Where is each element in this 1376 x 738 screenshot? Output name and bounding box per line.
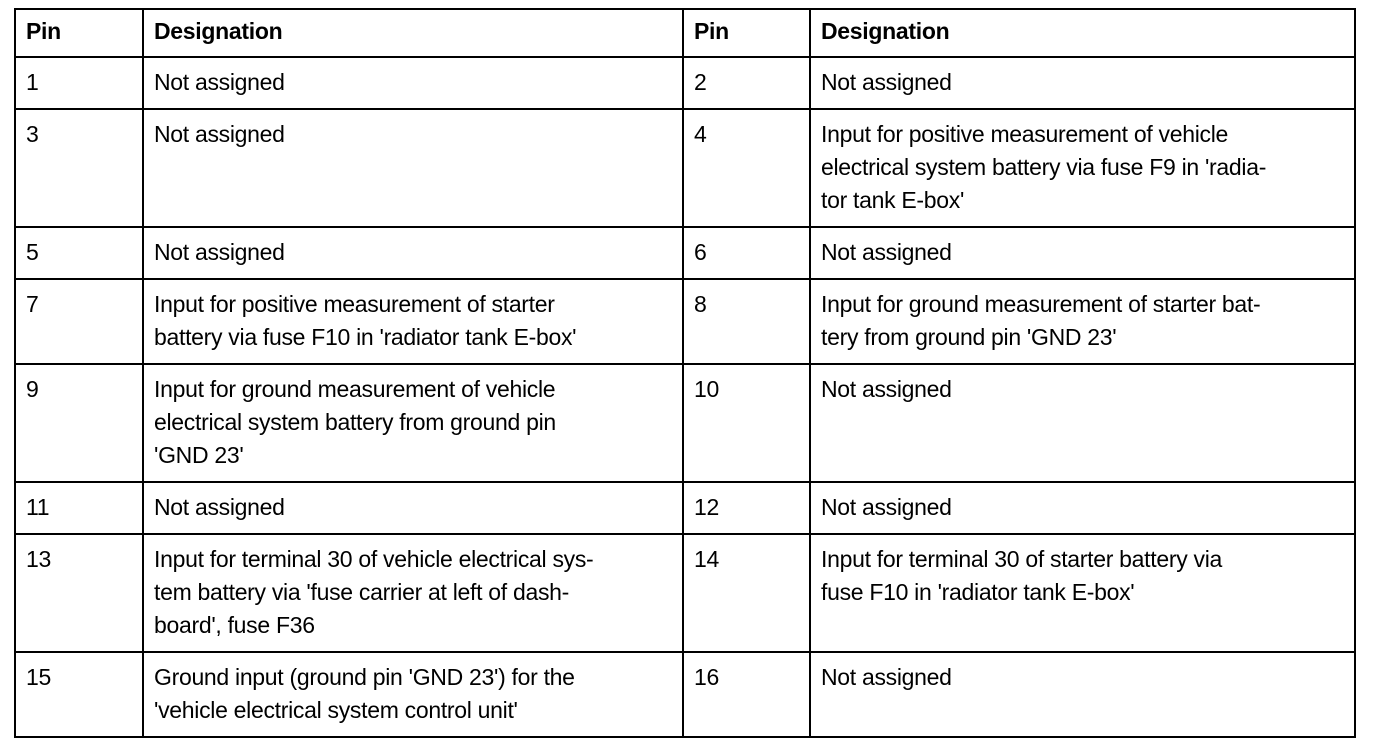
table-row: 5 Not assigned 6 Not assigned	[14, 226, 1356, 280]
designation-cell: Input for ground measurement of starter …	[809, 278, 1356, 365]
pin-cell: 14	[682, 533, 811, 653]
pin-cell: 5	[14, 226, 144, 280]
designation-cell: Input for ground measurement of vehicle …	[142, 363, 684, 483]
designation-cell: Not assigned	[809, 481, 1356, 535]
designation-cell: Input for positive measurement of vehicl…	[809, 108, 1356, 228]
pin-cell: 13	[14, 533, 144, 653]
pin-cell: 10	[682, 363, 811, 483]
header-designation: Designation	[142, 8, 684, 58]
designation-cell: Not assigned	[142, 481, 684, 535]
pin-cell: 11	[14, 481, 144, 535]
table-row: 7 Input for positive measurement of start…	[14, 278, 1356, 365]
pin-cell: 4	[682, 108, 811, 228]
designation-cell: Not assigned	[809, 651, 1356, 738]
table-row: 9 Input for ground measurement of vehicle…	[14, 363, 1356, 483]
designation-cell: Input for positive measurement of starte…	[142, 278, 684, 365]
pin-cell: 3	[14, 108, 144, 228]
table-row: 1 Not assigned 2 Not assigned	[14, 56, 1356, 110]
designation-cell: Not assigned	[809, 363, 1356, 483]
designation-cell: Not assigned	[142, 56, 684, 110]
pin-cell: 9	[14, 363, 144, 483]
header-row: Pin Designation Pin Designation	[14, 8, 1356, 58]
header-pin: Pin	[14, 8, 144, 58]
pin-assignment-table: Pin Designation Pin Designation 1 Not ass…	[14, 8, 1356, 738]
pin-cell: 2	[682, 56, 811, 110]
table-row: 11 Not assigned 12 Not assigned	[14, 481, 1356, 535]
designation-cell: Input for terminal 30 of vehicle electri…	[142, 533, 684, 653]
pin-cell: 6	[682, 226, 811, 280]
designation-cell: Ground input (ground pin 'GND 23') for t…	[142, 651, 684, 738]
header-pin: Pin	[682, 8, 811, 58]
table-row: 3 Not assigned 4 Input for positive measure…	[14, 108, 1356, 228]
pin-cell: 15	[14, 651, 144, 738]
pin-cell: 12	[682, 481, 811, 535]
designation-cell: Not assigned	[142, 226, 684, 280]
pin-cell: 7	[14, 278, 144, 365]
pin-cell: 16	[682, 651, 811, 738]
table-row: 15 Ground input (ground pin 'GND 23') for…	[14, 651, 1356, 738]
designation-cell: Input for terminal 30 of starter battery…	[809, 533, 1356, 653]
header-designation: Designation	[809, 8, 1356, 58]
designation-cell: Not assigned	[142, 108, 684, 228]
designation-cell: Not assigned	[809, 56, 1356, 110]
table-row: 13 Input for terminal 30 of vehicle elect…	[14, 533, 1356, 653]
pin-cell: 1	[14, 56, 144, 110]
pin-cell: 8	[682, 278, 811, 365]
designation-cell: Not assigned	[809, 226, 1356, 280]
